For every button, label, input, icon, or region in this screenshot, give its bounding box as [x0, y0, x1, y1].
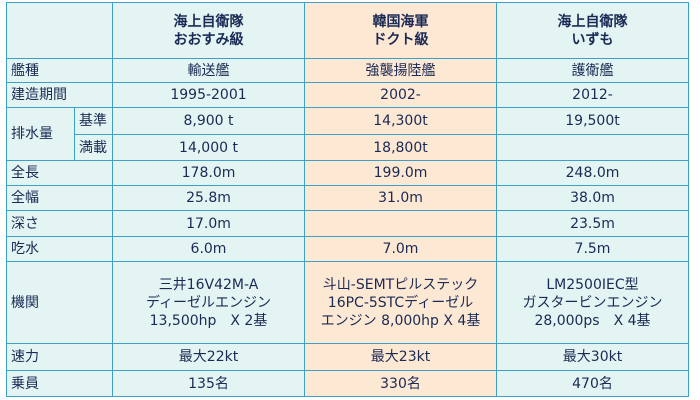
cell-beam-dokdo: 31.0m — [304, 185, 497, 211]
column-header-osumi-line2: おおすみ級 — [173, 31, 244, 48]
cell-depth-izumo: 23.5m — [496, 210, 689, 237]
column-header-dokdo-line2: ドクト級 — [372, 31, 429, 48]
row-ship-type: 艦種 輸送艦 強襲揚陸艦 護衛艦 — [6, 58, 689, 83]
row-label-draft: 吃水 — [6, 236, 113, 262]
row-engine: 機関 三井16V42M-A ディーゼルエンジン 13,500hp X 2基 斗山… — [6, 261, 689, 344]
cell-crew-osumi: 135名 — [112, 370, 305, 397]
column-header-izumo: 海上自衛隊 いずも — [496, 2, 689, 59]
engine-izumo-line1: LM2500IEC型 — [546, 276, 639, 293]
row-label-crew: 乗員 — [6, 370, 113, 397]
cell-full-displacement-izumo — [496, 134, 689, 161]
engine-osumi-line2: ディーゼルエンジン — [145, 294, 272, 311]
ship-comparison-table: 海上自衛隊 おおすみ級 韓国海軍 ドクト級 海上自衛隊 いずも 艦種 輸送艦 強… — [6, 2, 689, 397]
row-displacement-standard: 排水量 基準 8,900 t 14,300t 19,500t — [6, 107, 689, 161]
cell-build-period-dokdo: 2002- — [304, 82, 497, 108]
column-header-izumo-line2: いずも — [571, 31, 614, 48]
engine-osumi-line1: 三井16V42M-A — [158, 276, 259, 293]
cell-length-osumi: 178.0m — [112, 160, 305, 186]
cell-engine-dokdo: 斗山-SEMTピルステック 16PC-5STCディーゼル エンジン 8,000h… — [304, 261, 497, 344]
cell-crew-izumo: 470名 — [496, 370, 689, 397]
row-depth: 深さ 17.0m 23.5m — [6, 210, 689, 237]
column-header-osumi-line1: 海上自衛隊 — [173, 13, 244, 30]
cell-speed-izumo: 最大30kt — [496, 343, 689, 371]
engine-dokdo-line1: 斗山-SEMTピルステック — [322, 276, 479, 293]
cell-full-displacement-dokdo: 18,800t — [304, 134, 497, 161]
cell-ship-type-osumi: 輸送艦 — [112, 58, 305, 83]
engine-izumo-line2: ガスタービンエンジン — [522, 294, 663, 311]
cell-depth-osumi: 17.0m — [112, 210, 305, 237]
cell-speed-dokdo: 最大23kt — [304, 343, 497, 371]
column-header-osumi: 海上自衛隊 おおすみ級 — [112, 2, 305, 59]
cell-draft-osumi: 6.0m — [112, 236, 305, 262]
cell-length-dokdo: 199.0m — [304, 160, 497, 186]
engine-izumo-line3: 28,000ps X 4基 — [534, 312, 651, 329]
row-sublabel-standard: 基準 — [74, 107, 113, 135]
row-label-speed: 速力 — [6, 343, 113, 371]
column-header-dokdo: 韓国海軍 ドクト級 — [304, 2, 497, 59]
cell-beam-izumo: 38.0m — [496, 185, 689, 211]
engine-dokdo-line2: 16PC-5STCディーゼル — [327, 294, 474, 311]
cell-build-period-osumi: 1995-2001 — [112, 82, 305, 108]
row-label-build-period: 建造期間 — [6, 82, 113, 108]
row-length: 全長 178.0m 199.0m 248.0m — [6, 160, 689, 186]
row-label-displacement: 排水量 — [6, 107, 75, 161]
row-draft: 吃水 6.0m 7.0m 7.5m — [6, 236, 689, 262]
row-label-depth: 深さ — [6, 210, 113, 237]
engine-osumi-line3: 13,500hp X 2基 — [149, 312, 268, 329]
row-build-period: 建造期間 1995-2001 2002- 2012- — [6, 82, 689, 108]
cell-engine-izumo: LM2500IEC型 ガスタービンエンジン 28,000ps X 4基 — [496, 261, 689, 344]
cell-speed-osumi: 最大22kt — [112, 343, 305, 371]
row-label-beam: 全幅 — [6, 185, 113, 211]
row-speed: 速力 最大22kt 最大23kt 最大30kt — [6, 343, 689, 371]
row-label-ship-type: 艦種 — [6, 58, 113, 83]
cell-standard-displacement-osumi: 8,900 t — [112, 107, 305, 135]
cell-length-izumo: 248.0m — [496, 160, 689, 186]
cell-engine-osumi: 三井16V42M-A ディーゼルエンジン 13,500hp X 2基 — [112, 261, 305, 344]
cell-ship-type-izumo: 護衛艦 — [496, 58, 689, 83]
row-label-length: 全長 — [6, 160, 113, 186]
cell-beam-osumi: 25.8m — [112, 185, 305, 211]
row-beam: 全幅 25.8m 31.0m 38.0m — [6, 185, 689, 211]
row-crew: 乗員 135名 330名 470名 — [6, 370, 689, 397]
cell-crew-dokdo: 330名 — [304, 370, 497, 397]
header-corner — [6, 2, 113, 59]
cell-draft-izumo: 7.5m — [496, 236, 689, 262]
column-header-dokdo-line1: 韓国海軍 — [372, 13, 429, 30]
header-row: 海上自衛隊 おおすみ級 韓国海軍 ドクト級 海上自衛隊 いずも — [6, 2, 689, 59]
row-displacement-full: 満載 14,000 t 18,800t — [7, 134, 689, 161]
cell-depth-dokdo — [304, 210, 497, 237]
cell-full-displacement-osumi: 14,000 t — [112, 134, 305, 161]
cell-standard-displacement-izumo: 19,500t — [496, 107, 689, 135]
row-label-engine: 機関 — [6, 261, 113, 344]
cell-ship-type-dokdo: 強襲揚陸艦 — [304, 58, 497, 83]
cell-draft-dokdo: 7.0m — [304, 236, 497, 262]
column-header-izumo-line1: 海上自衛隊 — [557, 13, 628, 30]
row-sublabel-full: 満載 — [74, 134, 113, 161]
engine-dokdo-line3: エンジン 8,000hp X 4基 — [320, 312, 481, 329]
cell-standard-displacement-dokdo: 14,300t — [304, 107, 497, 135]
cell-build-period-izumo: 2012- — [496, 82, 689, 108]
